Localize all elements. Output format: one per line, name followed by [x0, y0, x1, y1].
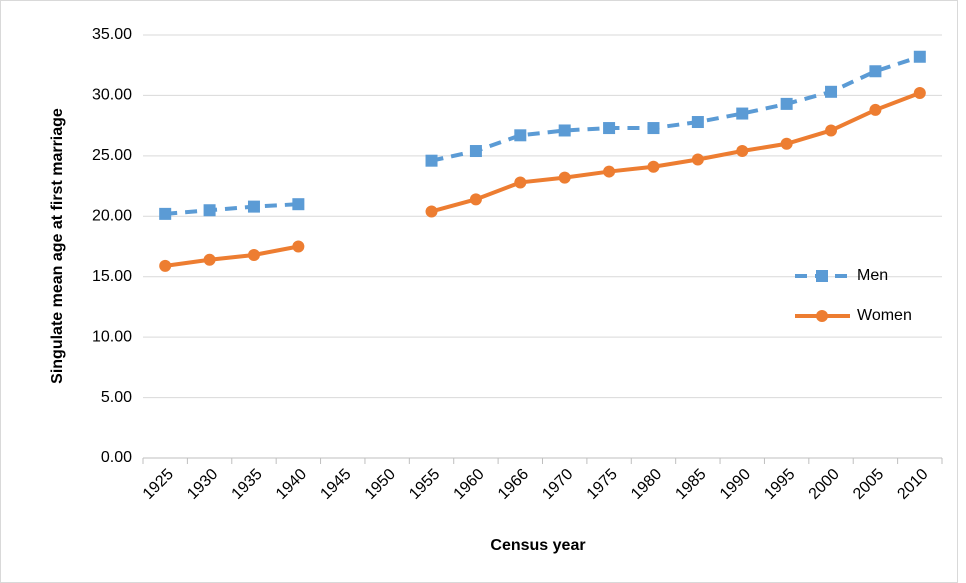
marker — [514, 129, 527, 142]
marker — [825, 124, 838, 137]
y-tick-label: 30.00 — [92, 87, 132, 104]
marker — [203, 204, 216, 217]
marker — [869, 65, 882, 78]
x-axis-title: Census year — [490, 537, 585, 554]
marker — [425, 205, 438, 218]
marker — [159, 207, 172, 220]
marker — [913, 87, 926, 100]
marker — [558, 171, 571, 184]
marker — [869, 103, 882, 116]
marker — [780, 137, 793, 150]
marker — [647, 160, 660, 173]
marker — [913, 50, 926, 63]
marker — [292, 198, 305, 211]
marker — [825, 85, 838, 98]
marker — [603, 122, 616, 135]
marker — [780, 97, 793, 110]
marker — [691, 153, 704, 166]
y-tick-label: 10.00 — [92, 328, 132, 345]
marker — [558, 124, 571, 137]
marker — [691, 116, 704, 129]
y-tick-label: 20.00 — [92, 208, 132, 225]
marker — [425, 154, 438, 167]
marker — [469, 145, 482, 158]
legend-label: Women — [857, 307, 912, 324]
y-tick-label: 35.00 — [92, 26, 132, 43]
y-axis-title: Singulate mean age at first marriage — [49, 108, 66, 384]
marker — [736, 107, 749, 120]
marker — [816, 270, 828, 282]
marker — [292, 240, 305, 253]
y-tick-label: 15.00 — [92, 268, 132, 285]
y-tick-label: 25.00 — [92, 147, 132, 164]
marker — [247, 200, 260, 213]
marker — [159, 259, 172, 272]
marker — [647, 122, 660, 135]
y-tick-label: 0.00 — [101, 449, 132, 466]
marker — [514, 176, 527, 189]
marker — [247, 248, 260, 261]
y-tick-label: 5.00 — [101, 389, 132, 406]
series-line — [164, 91, 921, 268]
marker — [203, 253, 216, 266]
marker — [816, 310, 828, 322]
legend-label: Men — [857, 267, 888, 284]
marker — [469, 193, 482, 206]
marker — [603, 165, 616, 178]
marker — [736, 145, 749, 158]
series-line — [165, 54, 921, 216]
